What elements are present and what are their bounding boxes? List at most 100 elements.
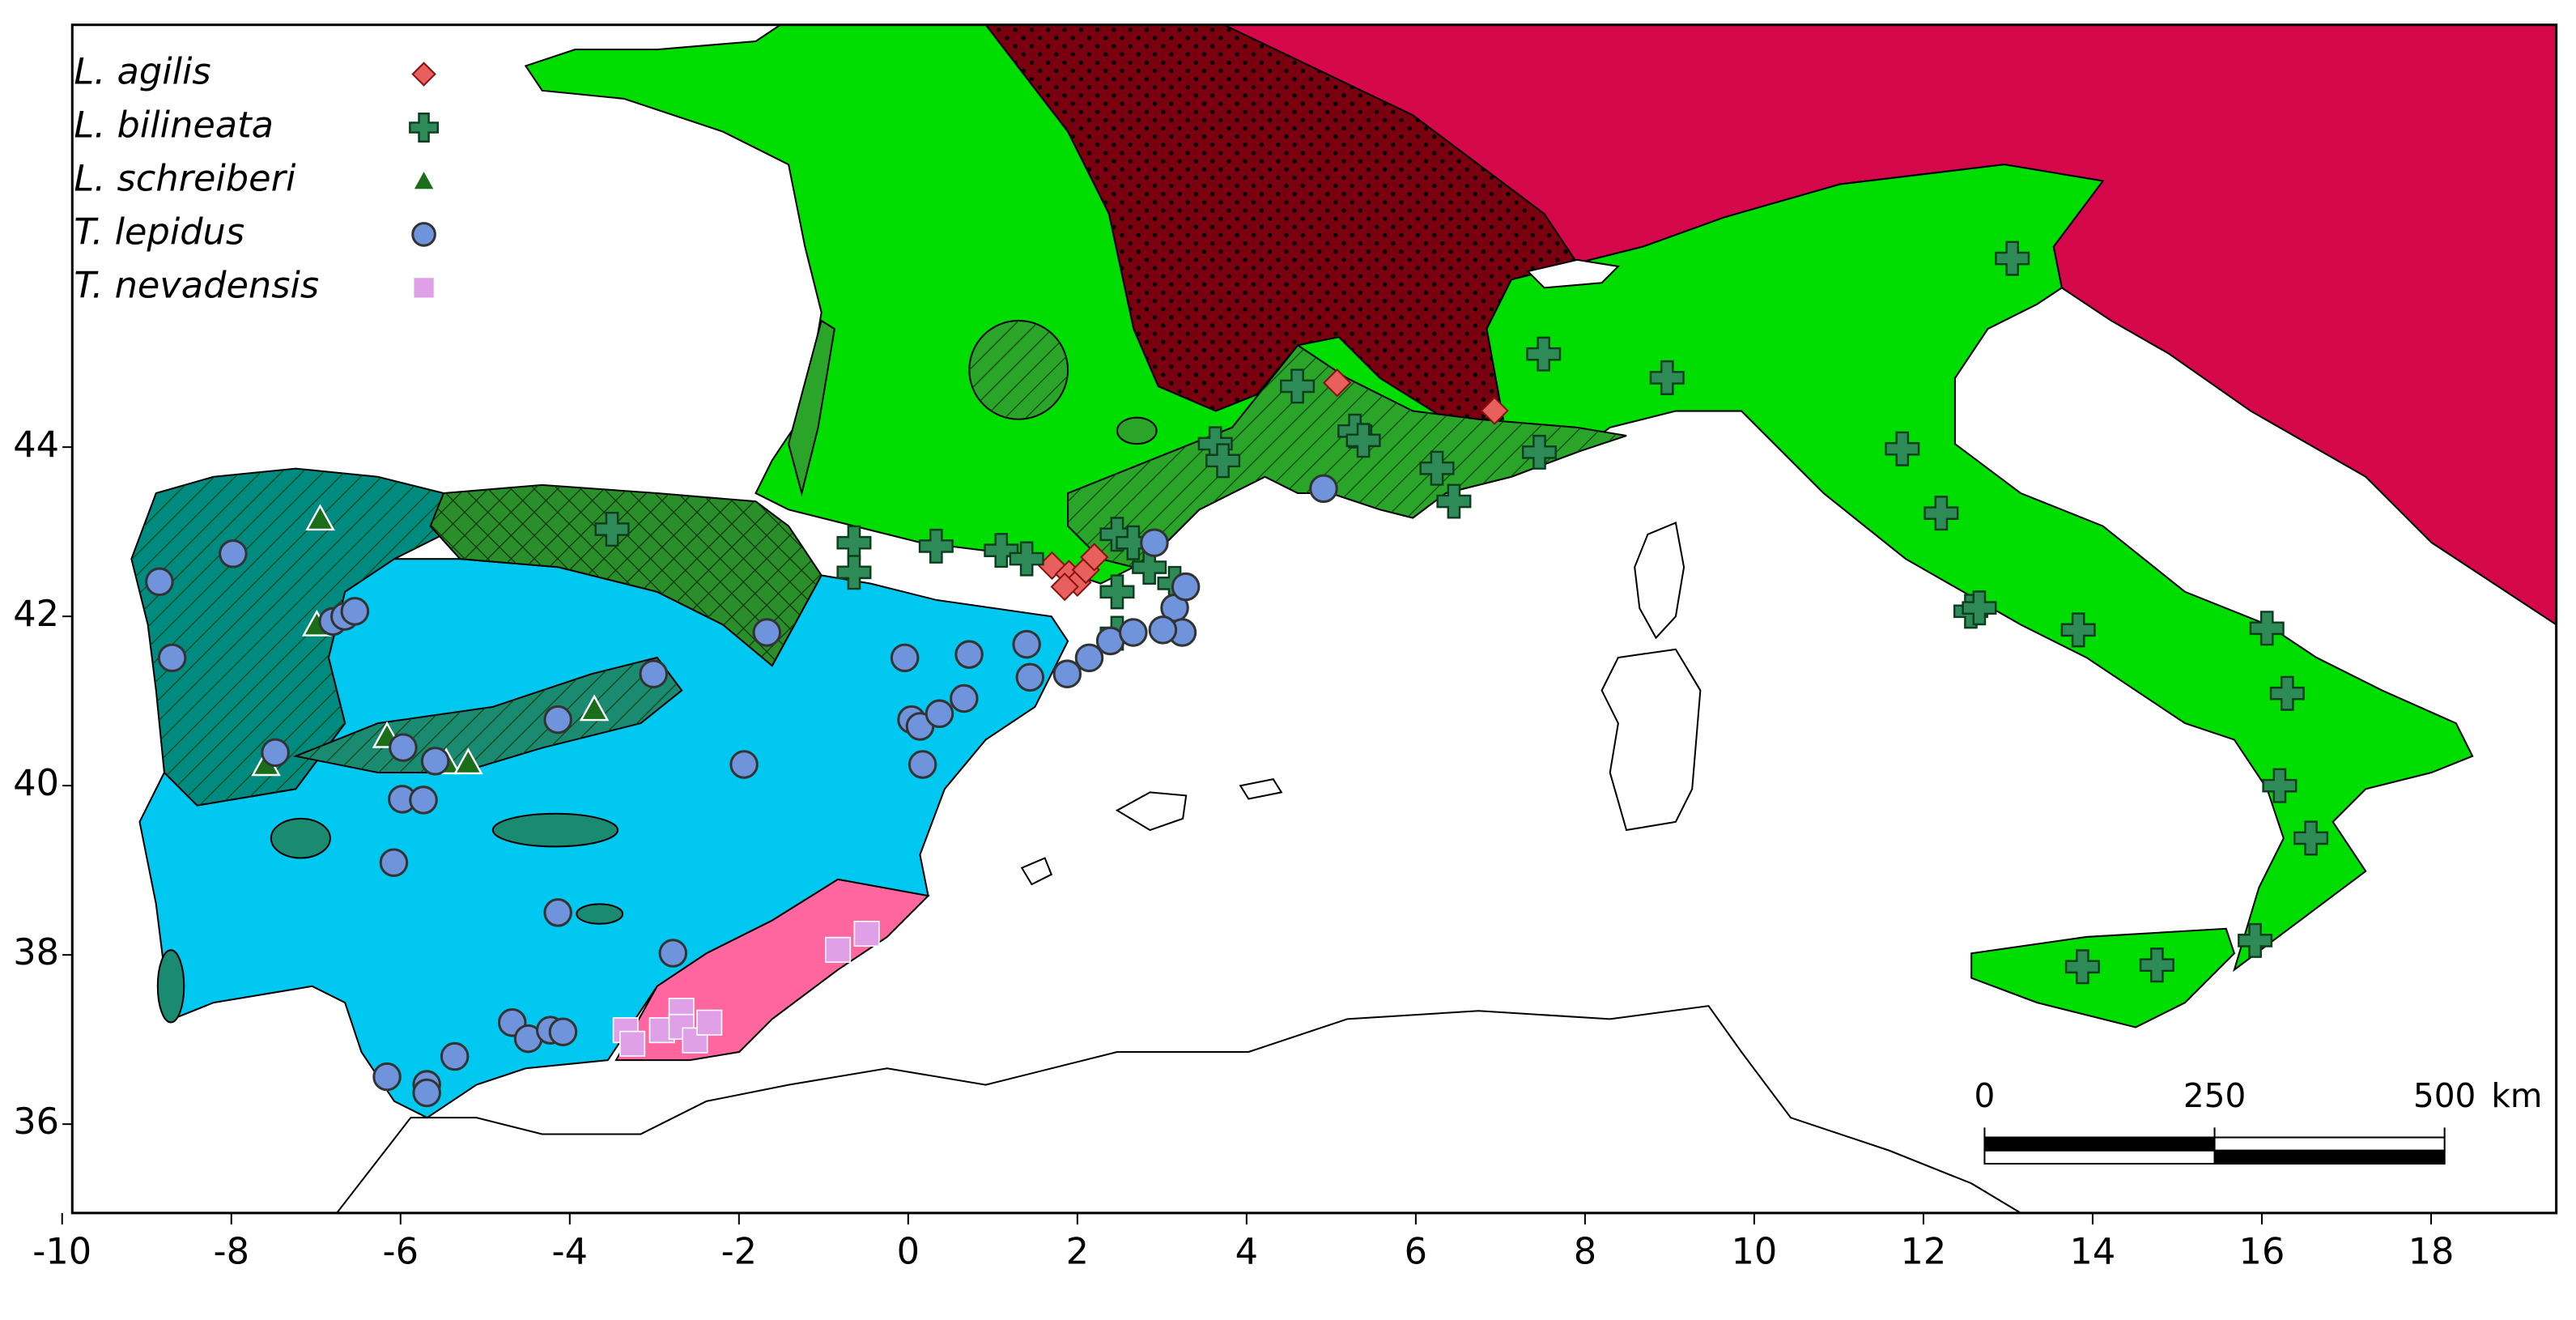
- occurrence-point: [2238, 922, 2273, 958]
- occurrence-point: [1119, 618, 1148, 647]
- x-tick-label: 16: [2239, 1231, 2285, 1273]
- occurrence-point: [1132, 550, 1167, 585]
- occurrence-point: [1050, 572, 1079, 602]
- legend-label: T. nevadensis: [74, 264, 319, 306]
- occurrence-point: [219, 539, 248, 568]
- range-patch: [576, 903, 624, 925]
- occurrence-point: [1962, 590, 1997, 626]
- occurrence-point: [1148, 615, 1178, 645]
- occurrence-point: [1885, 431, 1920, 466]
- occurrence-point: [1280, 368, 1316, 404]
- legend-marker: [412, 276, 436, 300]
- legend-label: L. schreiberi: [74, 157, 296, 199]
- range-crosshatch-lines: [430, 484, 822, 666]
- scale-bar: 0 250 500 km: [1975, 1076, 2542, 1165]
- sicily: [1970, 927, 2236, 1028]
- scale-unit: km: [2491, 1076, 2542, 1115]
- scale-label: 250: [2183, 1076, 2246, 1115]
- occurrence-point: [1052, 659, 1082, 688]
- occurrence-point: [836, 555, 872, 590]
- occurrence-point: [1099, 517, 1135, 552]
- scale-segment: [2213, 1149, 2446, 1165]
- occurrence-point: [908, 750, 937, 779]
- occurrence-point: [261, 738, 290, 768]
- x-tick-label: 6: [1405, 1231, 1427, 1273]
- occurrence-point: [1419, 450, 1455, 486]
- mallorca: [1115, 791, 1188, 832]
- range-hatched-small: [1116, 416, 1158, 445]
- occurrence-point: [1995, 241, 2030, 276]
- occurrence-point: [1526, 336, 1562, 372]
- occurrence-point: [145, 567, 174, 597]
- legend-label: L. bilineata: [74, 104, 274, 146]
- occurrence-point: [1436, 483, 1472, 519]
- x-tick-label: -10: [32, 1231, 91, 1273]
- scale-segment: [2213, 1136, 2446, 1152]
- occurrence-point: [372, 1062, 402, 1092]
- scale-segment: [1983, 1136, 2216, 1152]
- range-teal-lines: [131, 468, 461, 806]
- occurrence-point: [1480, 396, 1509, 425]
- occurrence-point: [2269, 675, 2305, 711]
- occurrence-point: [594, 511, 630, 547]
- occurrence-point: [696, 1009, 723, 1036]
- x-tick-label: 12: [1901, 1231, 1947, 1273]
- legend-marker: [409, 113, 440, 143]
- occurrence-point: [1015, 662, 1045, 692]
- map-frame: [70, 23, 2558, 1215]
- legend: L. agilis L. bilineata L. schreiberi T. lep…: [74, 51, 440, 306]
- occurrence-point: [2139, 947, 2174, 983]
- legend-label: L. agilis: [74, 51, 210, 93]
- occurrence-point: [1140, 528, 1169, 557]
- x-tick-label: 4: [1235, 1231, 1258, 1273]
- y-tick-label: 38: [13, 931, 59, 973]
- scale-label: 500: [2413, 1076, 2476, 1115]
- occurrence-point: [409, 786, 438, 815]
- y-tick-label: 42: [13, 593, 59, 635]
- occurrence-point: [658, 939, 688, 968]
- occurrence-point: [548, 1017, 578, 1046]
- occurrence-point: [984, 533, 1019, 568]
- occurrence-point: [1099, 574, 1135, 610]
- occurrence-point: [1009, 541, 1044, 577]
- x-tick-label: 10: [1732, 1231, 1778, 1273]
- legend-marker: [410, 168, 437, 191]
- x-tick-label: -4: [552, 1231, 589, 1273]
- occurrence-point: [890, 643, 920, 673]
- range-maroon-dots: [985, 24, 1578, 419]
- occurrence-point: [925, 699, 954, 729]
- occurrence-point: [1323, 368, 1352, 398]
- occurrence-point: [340, 597, 370, 626]
- corsica: [1634, 522, 1685, 640]
- points: [145, 241, 2329, 1108]
- y-tick-label: 40: [13, 762, 59, 804]
- occurrence-point: [1309, 474, 1338, 504]
- alpine-gap: [1526, 258, 1621, 289]
- x-tick-label: 0: [897, 1231, 920, 1273]
- occurrence-point: [1345, 423, 1381, 458]
- occurrence-point: [853, 920, 880, 947]
- scale-label: 0: [1975, 1076, 1996, 1115]
- x-tick-label: 18: [2408, 1231, 2455, 1273]
- map-layers: [130, 24, 2557, 1213]
- ibiza: [1020, 857, 1053, 886]
- axes: -10 -8 -6 -4 -2 0 2 4 6 8 10 12 14 16 18 36 38 40 42 44: [13, 424, 2454, 1272]
- occurrence-point: [1205, 443, 1241, 479]
- occurrence-point: [543, 898, 572, 927]
- occurrence-point: [1521, 434, 1557, 470]
- occurrence-point: [2249, 611, 2285, 646]
- legend-marker: [411, 222, 436, 247]
- y-tick-label: 44: [13, 424, 59, 466]
- occurrence-point: [543, 705, 572, 735]
- occurrence-point: [440, 1041, 470, 1071]
- occurrence-point: [1074, 643, 1104, 673]
- occurrence-point: [639, 659, 669, 688]
- range-hatched-landes: [788, 319, 836, 497]
- menorca: [1239, 777, 1283, 800]
- occurrence-point: [579, 694, 610, 722]
- scale-segment: [1983, 1149, 2216, 1165]
- x-tick-label: -6: [383, 1231, 419, 1273]
- x-tick-label: -2: [721, 1231, 758, 1273]
- occurrence-point: [2293, 820, 2329, 856]
